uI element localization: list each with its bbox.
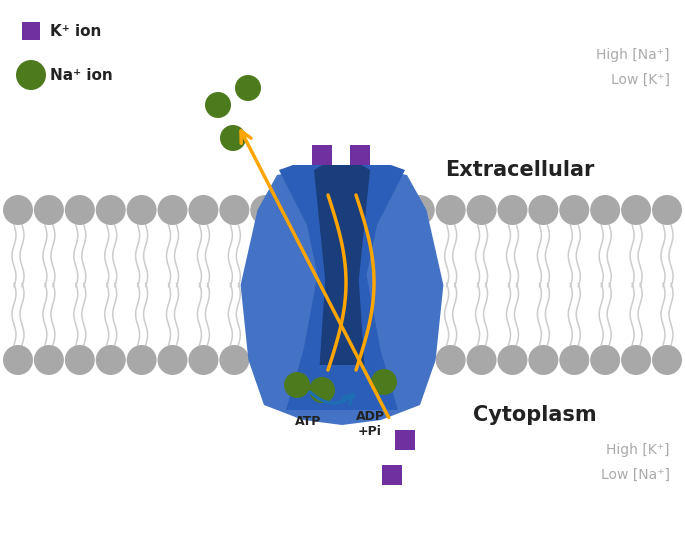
Circle shape [96, 345, 126, 375]
Circle shape [205, 92, 231, 118]
Bar [395, 430, 415, 450]
Circle shape [652, 195, 682, 225]
Circle shape [528, 195, 558, 225]
Circle shape [405, 345, 435, 375]
Text: Na⁺ ion: Na⁺ ion [50, 68, 113, 83]
Bar [22, 22, 40, 40]
Circle shape [590, 195, 620, 225]
Circle shape [34, 195, 64, 225]
Text: K⁺ ion: K⁺ ion [50, 24, 101, 39]
Text: Low [Na⁺]: Low [Na⁺] [601, 468, 670, 482]
Circle shape [34, 345, 64, 375]
Circle shape [284, 372, 310, 398]
Circle shape [158, 195, 188, 225]
Circle shape [235, 75, 261, 101]
Circle shape [127, 195, 157, 225]
Circle shape [65, 195, 95, 225]
Circle shape [466, 345, 497, 375]
Text: ADP
+Pi: ADP +Pi [356, 410, 384, 438]
Circle shape [219, 195, 249, 225]
Circle shape [497, 195, 527, 225]
Circle shape [3, 195, 33, 225]
Circle shape [497, 345, 527, 375]
Polygon shape [240, 165, 443, 425]
Polygon shape [279, 165, 405, 410]
Circle shape [281, 195, 311, 225]
Circle shape [158, 345, 188, 375]
Circle shape [621, 345, 651, 375]
Text: ATP: ATP [295, 415, 321, 428]
Circle shape [220, 125, 246, 151]
Circle shape [528, 345, 558, 375]
Bar [312, 145, 332, 165]
Bar [382, 465, 402, 485]
Polygon shape [314, 165, 370, 365]
Circle shape [652, 345, 682, 375]
Text: Extracellular: Extracellular [445, 160, 595, 180]
Circle shape [188, 195, 219, 225]
Circle shape [16, 60, 46, 90]
Circle shape [281, 345, 311, 375]
Circle shape [309, 377, 335, 403]
Text: High [Na⁺]: High [Na⁺] [597, 48, 670, 62]
Circle shape [559, 345, 589, 375]
Circle shape [250, 195, 280, 225]
Circle shape [590, 345, 620, 375]
Bar [350, 145, 370, 165]
Circle shape [250, 345, 280, 375]
Circle shape [621, 195, 651, 225]
Text: High [K⁺]: High [K⁺] [606, 443, 670, 457]
Circle shape [466, 195, 497, 225]
Circle shape [436, 195, 466, 225]
Circle shape [219, 345, 249, 375]
Circle shape [127, 345, 157, 375]
Circle shape [371, 369, 397, 395]
Text: Cytoplasm: Cytoplasm [473, 405, 597, 425]
Circle shape [96, 195, 126, 225]
Circle shape [3, 345, 33, 375]
Text: Low [K⁺]: Low [K⁺] [611, 73, 670, 87]
Circle shape [436, 345, 466, 375]
Circle shape [188, 345, 219, 375]
Circle shape [65, 345, 95, 375]
Circle shape [405, 195, 435, 225]
Circle shape [559, 195, 589, 225]
